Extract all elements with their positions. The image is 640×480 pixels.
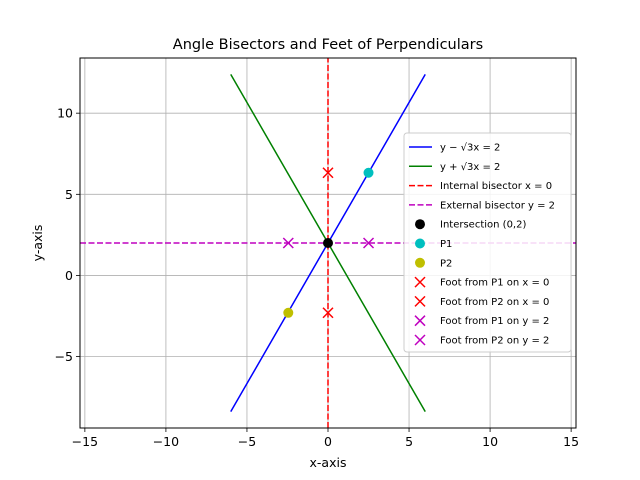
legend-item: Intersection (0,2) — [415, 219, 526, 231]
chart-title: Angle Bisectors and Feet of Perpendicula… — [173, 37, 483, 53]
marker-stroke — [414, 276, 426, 288]
legend-label: Foot from P2 on x = 0 — [440, 297, 549, 308]
legend-marker-swatch — [415, 238, 425, 249]
legend-label: Foot from P1 on y = 2 — [440, 316, 549, 327]
marker-stroke — [322, 167, 334, 179]
legend-item: Foot from P1 on y = 2 — [414, 315, 549, 327]
marker-stroke — [414, 295, 426, 307]
legend-item: Internal bisector x = 0 — [409, 181, 552, 192]
legend: y − √3x = 2 y + √3x = 2 Internal bisector … — [403, 132, 572, 353]
legend-box — [403, 132, 572, 353]
point-marker — [323, 238, 333, 248]
legend-item: y + √3x = 2 — [409, 162, 500, 173]
point-marker — [363, 167, 374, 178]
plot-points — [282, 167, 375, 319]
legend-label: P2 — [440, 258, 452, 269]
foot-marker — [282, 237, 294, 249]
x-tick-label: 10 — [482, 434, 498, 449]
y-tick-label: −5 — [55, 349, 73, 364]
legend-label: P1 — [440, 239, 452, 250]
foot-marker — [362, 237, 375, 249]
y-tick-label: 0 — [65, 268, 73, 283]
foot-marker — [322, 307, 334, 319]
marker-stroke — [362, 237, 375, 249]
legend-marker-swatch — [415, 219, 425, 230]
legend-marker-swatch — [414, 295, 426, 307]
legend-marker-swatch — [414, 315, 426, 327]
legend-item: P2 — [415, 257, 452, 269]
marker-stroke — [322, 307, 334, 319]
ticks: −15 −10 −5 0 5 10 15 −5 0 5 10 — [55, 106, 580, 449]
legend-item: Foot from P2 on y = 2 — [414, 334, 549, 347]
legend-item: Foot from P2 on x = 0 — [414, 295, 549, 308]
legend-marker-swatch — [414, 276, 426, 288]
legend-label: y − √3x = 2 — [440, 143, 500, 154]
y-axis-label: y-axis — [30, 225, 45, 262]
legend-label: Foot from P1 on x = 0 — [440, 278, 549, 289]
x-tick-label: 15 — [563, 434, 579, 449]
y-tick-label: 5 — [65, 187, 73, 202]
legend-marker-swatch — [415, 257, 425, 268]
y-tick-label: 10 — [57, 106, 73, 121]
legend-label: Intersection (0,2) — [440, 220, 526, 231]
legend-marker-swatch — [414, 334, 426, 346]
legend-label: y + √3x = 2 — [440, 162, 500, 173]
legend-item: Foot from P1 on x = 0 — [414, 276, 549, 289]
legend-item: External bisector y = 2 — [409, 200, 555, 211]
x-tick-label: 0 — [324, 434, 332, 449]
x-tick-label: 5 — [405, 434, 413, 449]
marker-stroke — [282, 237, 294, 249]
legend-label: Foot from P2 on y = 2 — [440, 336, 549, 347]
x-tick-label: −10 — [153, 434, 179, 449]
foot-marker — [322, 167, 334, 179]
legend-item: y − √3x = 2 — [409, 143, 500, 154]
x-tick-label: −15 — [72, 434, 98, 449]
marker-stroke — [414, 315, 426, 327]
marker-stroke — [414, 334, 426, 346]
legend-label: External bisector y = 2 — [440, 200, 555, 211]
point-marker — [283, 307, 294, 318]
x-tick-label: −5 — [238, 434, 256, 449]
x-axis-label: x-axis — [310, 455, 347, 470]
legend-item: P1 — [415, 238, 452, 250]
legend-label: Internal bisector x = 0 — [440, 181, 552, 192]
